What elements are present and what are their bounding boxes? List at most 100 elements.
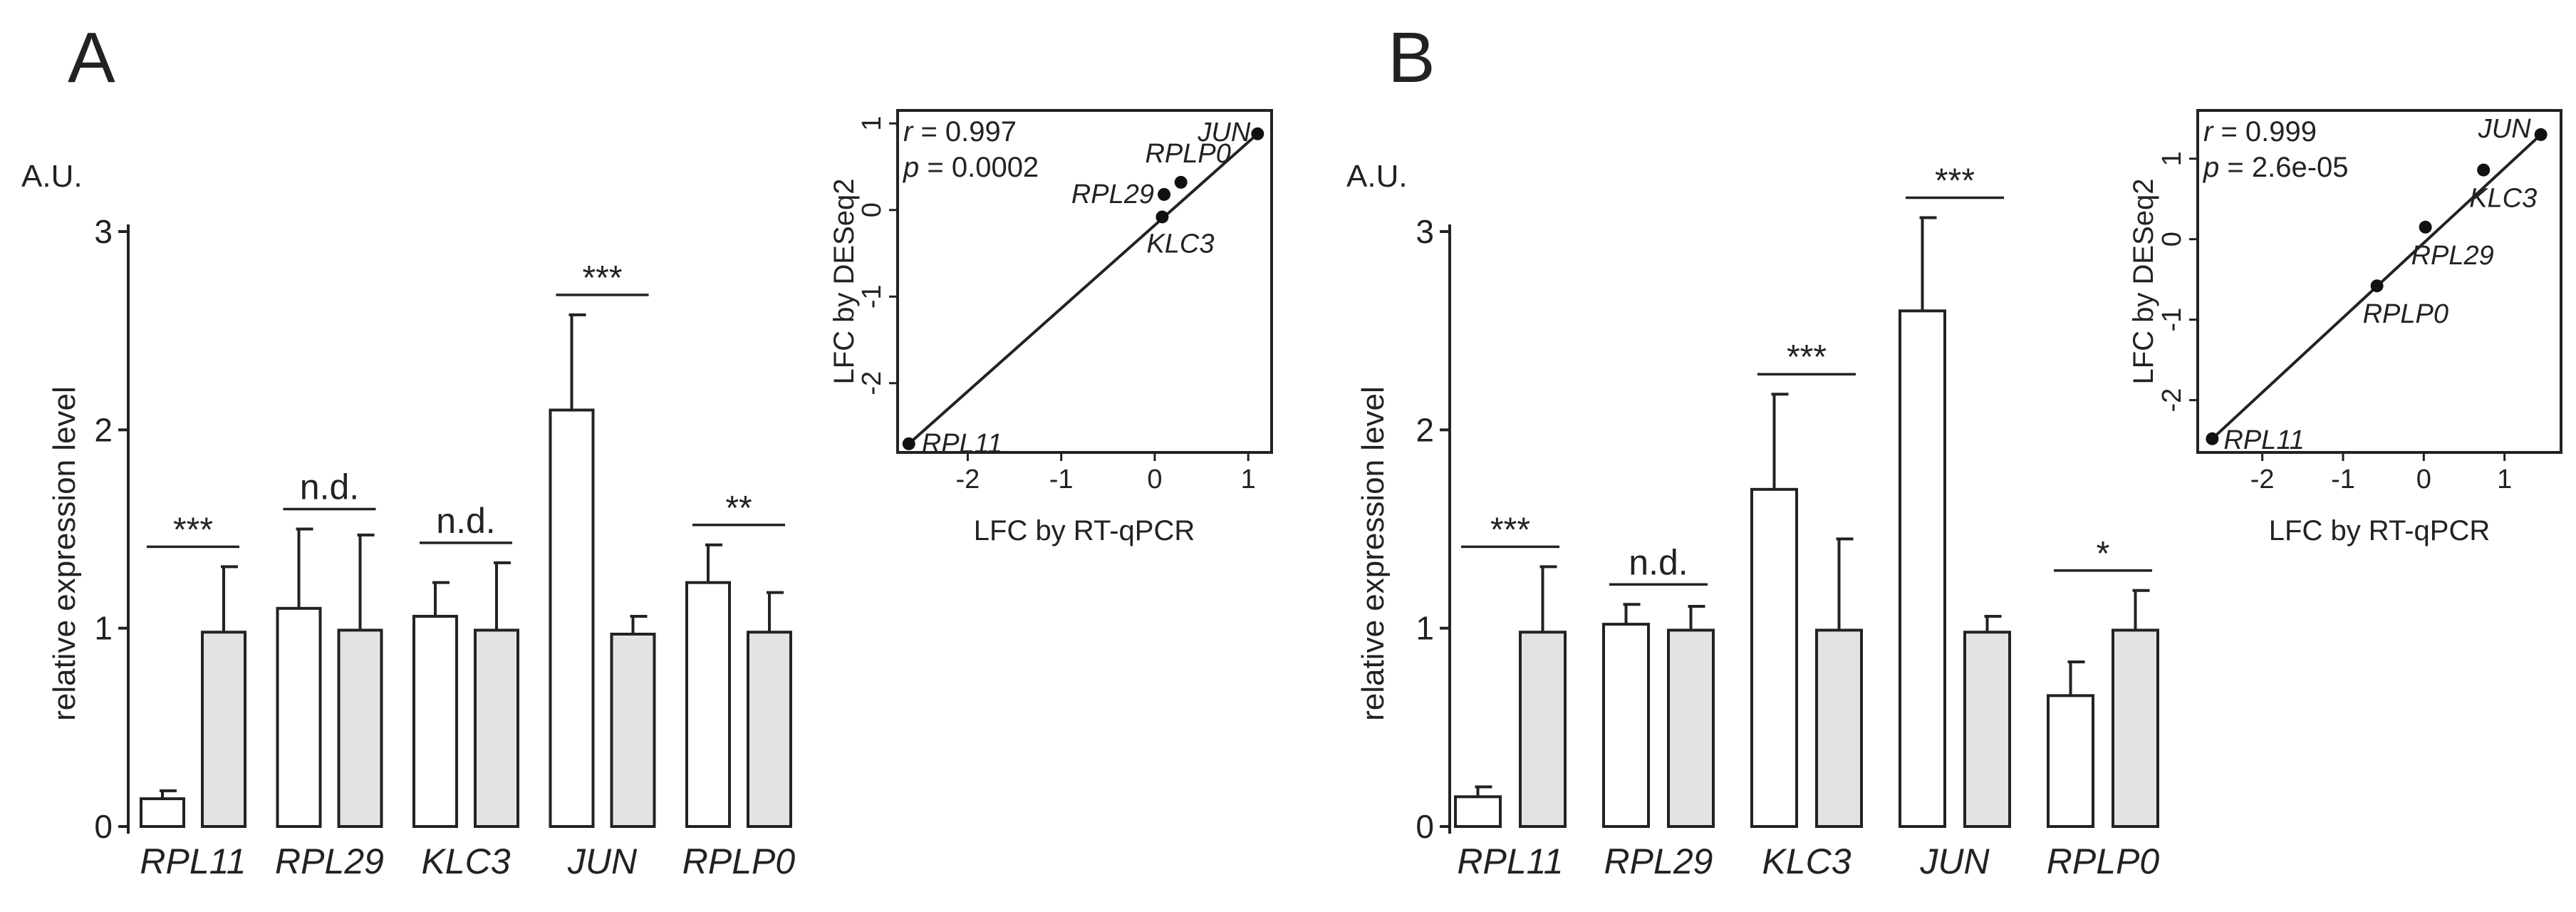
data-point (2477, 163, 2491, 177)
bar-control (2047, 694, 2094, 828)
data-point (1158, 187, 1171, 201)
data-point (1174, 175, 1188, 189)
panel-a-yunit: A.U. (21, 159, 83, 194)
point-label: RPLP0 (1145, 139, 1230, 169)
x-tick-label: 1 (1241, 465, 1256, 494)
y-tick-label: 1 (1416, 610, 1434, 647)
r-symbol: r (903, 116, 914, 147)
y-tick-label: -2 (857, 371, 887, 395)
point-label: KLC3 (2469, 184, 2537, 214)
significance-label: n.d. (436, 501, 495, 541)
bar-control (1602, 623, 1650, 828)
x-tick-label: 1 (2497, 465, 2512, 494)
bar-reference (474, 628, 519, 828)
data-point (2206, 432, 2219, 445)
p-symbol: p (2203, 152, 2219, 183)
r-symbol: r (2203, 116, 2214, 147)
y-tick-label: 3 (1416, 213, 1434, 250)
data-point (1251, 127, 1264, 140)
x-tick-label: 0 (2416, 465, 2431, 494)
x-tick-label: -2 (2250, 465, 2275, 494)
data-point (2534, 128, 2548, 141)
category-label: JUN (567, 841, 638, 881)
panel-a-inset-frame (896, 109, 1273, 454)
category-label: RPL11 (140, 841, 246, 881)
panel-b-inset-frame (2196, 109, 2562, 454)
bar-control (412, 614, 458, 828)
y-tick-label: 2 (1416, 411, 1434, 448)
bar-control (1750, 487, 1798, 828)
panel-a-inset-r: r = 0.997 (903, 116, 1017, 147)
category-label: RPLP0 (682, 841, 796, 881)
panel-b-inset-ylabel: LFC by DESeq2 (2128, 178, 2159, 384)
r-value: = 0.999 (2213, 116, 2317, 147)
y-tick-label: 1 (857, 116, 887, 131)
point-label: RPL11 (2223, 425, 2304, 455)
bar-reference (1815, 628, 1863, 828)
category-label: RPL29 (275, 841, 384, 881)
category-label: RPLP0 (2047, 841, 2160, 881)
panel-b-yunit: A.U. (1346, 159, 1408, 194)
bar-control (685, 581, 731, 829)
panel-a: A A.U. relative expression level 0123***… (21, 18, 1273, 881)
bar-control (140, 797, 185, 828)
significance-label: *** (1935, 162, 1975, 200)
panel-a-inset: LFC by RT-qPCR LFC by DESeq2 r = 0.997 p… (829, 109, 1273, 546)
y-tick-label: -1 (2157, 308, 2187, 332)
significance-label: * (2097, 535, 2110, 573)
panel-b-inset-xlabel: LFC by RT-qPCR (2269, 515, 2490, 546)
panel-b-bar-chart: 0 1 2 3 *** RPL11 n.d. RPL29 *** KLC3 *** JUN * RPLP0 (1416, 162, 2159, 881)
panel-b-letter: B (1388, 18, 1435, 98)
bar-reference (747, 631, 792, 828)
panel-a-letter: A (68, 18, 115, 98)
point-label: RPL11 (922, 429, 1002, 459)
category-label: KLC3 (421, 841, 510, 881)
point-label: JUN (2478, 114, 2531, 144)
panel-b-inset: LFC by RT-qPCR LFC by DESeq2 r = 0.999 p… (2128, 109, 2562, 546)
panel-b-ylabel: relative expression level (1356, 386, 1391, 721)
panel-a-inset-ylabel: LFC by DESeq2 (829, 178, 860, 384)
bar-reference (201, 631, 246, 828)
point-label: KLC3 (1146, 229, 1214, 259)
data-point (902, 437, 915, 450)
panel-a-bar-chart: 0 1 2 3 *** RPL11 n.d. RPL29 n.d. KLC3 *** JUN ** RPL… (94, 213, 795, 881)
panel-b-inset-p: p = 2.6e-05 (2203, 152, 2349, 183)
y-tick-label: 0 (94, 808, 113, 845)
y-tick-label: 1 (2157, 151, 2187, 166)
x-tick-label: -1 (1049, 465, 1074, 494)
y-tick-label: 2 (94, 411, 113, 448)
panel-a-inset-xlabel: LFC by RT-qPCR (974, 515, 1195, 546)
p-value: = 2.6e-05 (2219, 152, 2348, 183)
r-value: = 0.997 (913, 116, 1017, 147)
significance-label: *** (173, 511, 213, 549)
y-tick-label: 0 (2157, 232, 2187, 247)
bar-control (1454, 795, 1502, 828)
bar-reference (610, 633, 656, 828)
bar-control (549, 408, 595, 828)
significance-label: *** (1490, 511, 1530, 549)
significance-label: ** (725, 489, 752, 527)
point-label: JUN (1197, 118, 1250, 147)
x-tick-label: -2 (956, 465, 980, 494)
data-point (2370, 279, 2384, 293)
y-tick-label: 1 (94, 610, 113, 647)
regression-line (908, 133, 1259, 445)
panel-a-inset-p: p = 0.0002 (903, 152, 1039, 183)
x-tick-label: 0 (1147, 465, 1162, 494)
p-value: = 0.0002 (919, 152, 1039, 183)
significance-label: *** (582, 259, 622, 297)
bar-reference (1667, 628, 1715, 828)
point-label: RPL29 (2411, 241, 2494, 271)
significance-label: *** (1787, 338, 1827, 376)
category-label: KLC3 (1762, 841, 1851, 881)
y-tick-label: 0 (857, 202, 887, 217)
bar-reference (1963, 631, 2011, 828)
panel-b: B A.U. relative expression level 0123***… (1346, 18, 2562, 881)
significance-label: n.d. (1629, 542, 1688, 582)
y-tick-label: -2 (2157, 388, 2187, 413)
x-tick-label: -1 (2331, 465, 2355, 494)
y-tick-label: 0 (1416, 808, 1434, 845)
point-label: RPL29 (1071, 180, 1154, 209)
p-symbol: p (903, 152, 919, 183)
